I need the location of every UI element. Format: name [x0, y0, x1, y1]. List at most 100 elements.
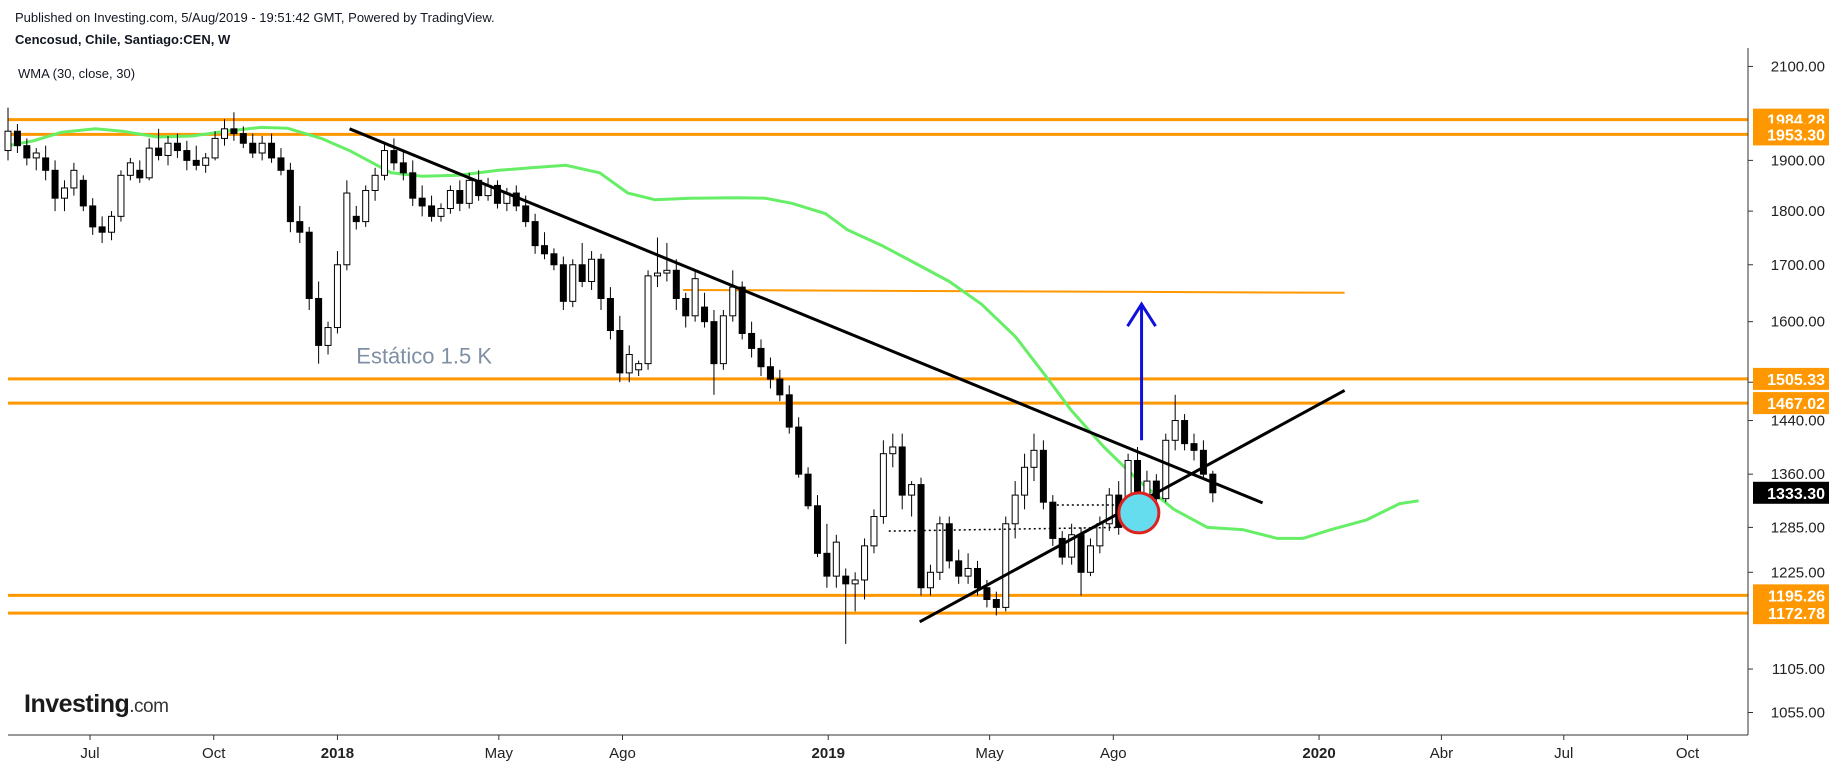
candle-body — [1162, 439, 1170, 500]
candle-body — [701, 306, 709, 323]
candle-body — [465, 179, 473, 204]
candle — [13, 124, 21, 154]
candle-body — [606, 297, 614, 331]
symbol-title: Cencosud, Chile, Santiago:CEN, W — [15, 32, 231, 47]
candle-body — [625, 353, 633, 374]
candle — [719, 310, 727, 370]
candle-body — [239, 133, 247, 144]
candle — [1002, 516, 1010, 612]
candle-body — [898, 446, 906, 496]
candle-body — [597, 258, 605, 299]
candle-body — [1030, 449, 1038, 468]
candle-body — [804, 473, 812, 507]
candle-body — [277, 157, 285, 171]
candle — [936, 516, 944, 580]
candle — [60, 180, 68, 212]
candle-body — [230, 128, 238, 135]
candle-body — [1134, 459, 1142, 496]
candle-body — [644, 275, 652, 365]
level-label-box — [1753, 584, 1829, 607]
candle — [249, 133, 257, 158]
candle-body — [145, 147, 153, 179]
price-labels: 1984.281953.301505.331467.021195.261172.… — [1753, 108, 1829, 625]
candle-body — [192, 159, 200, 166]
candle — [569, 259, 577, 308]
candle — [437, 203, 445, 222]
candle-body — [682, 297, 690, 317]
y-tick-label: 1800.00 — [1771, 203, 1825, 220]
candle-body — [729, 286, 737, 317]
candle-body — [776, 378, 784, 396]
candle-body — [98, 226, 106, 233]
candle — [475, 170, 483, 201]
candle — [550, 248, 558, 271]
candle — [729, 270, 737, 322]
candle — [795, 417, 803, 478]
candle — [541, 232, 549, 260]
candle — [362, 185, 370, 227]
candle — [606, 287, 614, 340]
candle-body — [126, 162, 134, 176]
x-tick-label: 2018 — [321, 745, 354, 762]
candle-body — [1039, 449, 1047, 503]
candle-body — [823, 552, 831, 577]
candle-body — [1181, 420, 1189, 445]
level-label-text: 1195.26 — [1768, 588, 1825, 605]
candle — [155, 128, 163, 161]
candle — [409, 160, 417, 206]
candle — [484, 177, 492, 201]
candle — [1058, 531, 1066, 565]
candle-body — [362, 189, 370, 223]
candle-body — [832, 541, 840, 577]
candle — [1068, 523, 1076, 565]
candle-body — [117, 174, 125, 217]
candle-body — [428, 205, 436, 217]
investing-logo: Investing.com — [24, 690, 169, 719]
candle-body — [653, 272, 661, 277]
level-label-text: 1953.30 — [1767, 127, 1825, 144]
candle-body — [992, 598, 1000, 608]
candle-body — [861, 545, 869, 581]
horizontal-levels — [8, 118, 1748, 615]
candle — [832, 534, 840, 588]
candle — [908, 481, 916, 517]
candle-body — [315, 297, 323, 346]
candle-body — [1068, 534, 1076, 558]
candle — [625, 345, 633, 383]
candle — [117, 170, 125, 222]
candle — [305, 226, 313, 311]
candle-body — [663, 269, 671, 274]
current-price-box — [1753, 481, 1829, 504]
candle-body — [333, 264, 341, 329]
candle-body — [89, 205, 97, 228]
annotation-text: Estático 1.5 K — [356, 344, 492, 369]
candle-body — [710, 321, 718, 365]
candle-body — [136, 169, 144, 179]
candle-body — [1105, 494, 1113, 525]
candle-body — [42, 157, 50, 171]
candle — [32, 148, 40, 171]
candle-body — [616, 329, 624, 374]
candle — [682, 292, 690, 328]
candle — [926, 564, 934, 596]
downtrend-line — [348, 127, 1264, 505]
candle — [239, 126, 247, 149]
candle — [173, 133, 181, 158]
candle — [653, 237, 661, 288]
candle — [663, 242, 671, 282]
candle — [108, 211, 116, 241]
candle — [945, 516, 953, 569]
candle — [258, 136, 266, 161]
published-info: Published on Investing.com, 5/Aug/2019 -… — [15, 10, 495, 25]
candle-body — [343, 192, 351, 266]
candle-body — [691, 278, 699, 317]
candle — [418, 185, 426, 217]
x-tick-label: Ago — [1100, 745, 1127, 762]
candle — [776, 369, 784, 402]
candle-body — [531, 221, 539, 247]
candle-body — [945, 523, 953, 562]
logo-suffix: .com — [129, 696, 169, 717]
y-tick-label: 1600.00 — [1771, 314, 1825, 331]
candle — [399, 150, 407, 181]
